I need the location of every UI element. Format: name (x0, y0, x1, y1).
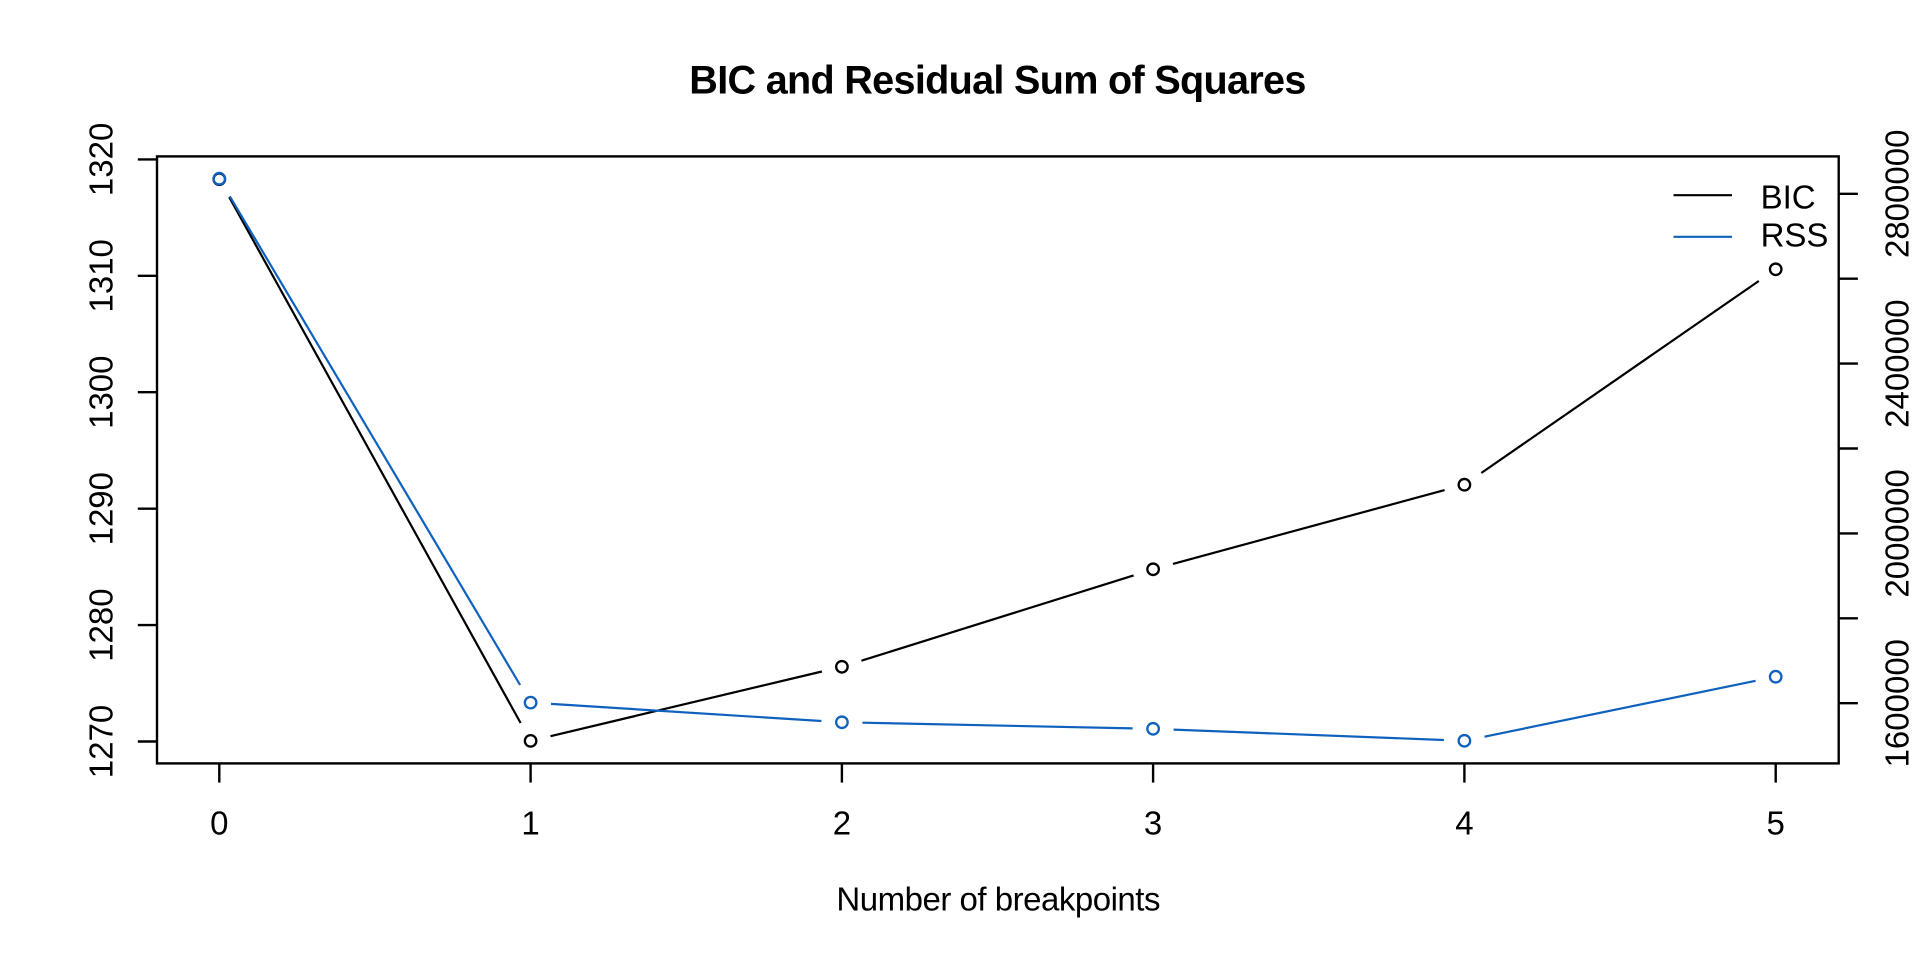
svg-text:0: 0 (210, 804, 228, 841)
svg-text:4: 4 (1455, 804, 1473, 841)
svg-text:1600000: 1600000 (1878, 639, 1915, 767)
svg-text:2: 2 (833, 804, 851, 841)
svg-text:2400000: 2400000 (1878, 299, 1915, 427)
svg-text:1280: 1280 (82, 588, 119, 661)
svg-text:3: 3 (1144, 804, 1162, 841)
svg-text:RSS: RSS (1761, 217, 1829, 254)
svg-text:2000000: 2000000 (1878, 469, 1915, 597)
svg-text:1270: 1270 (82, 705, 119, 778)
svg-text:1300: 1300 (82, 355, 119, 428)
svg-text:Number of breakpoints: Number of breakpoints (836, 880, 1160, 917)
svg-text:5: 5 (1767, 804, 1785, 841)
svg-text:BIC and Residual Sum of Square: BIC and Residual Sum of Squares (689, 59, 1305, 103)
svg-text:1290: 1290 (82, 472, 119, 545)
svg-text:1320: 1320 (82, 123, 119, 196)
svg-text:1310: 1310 (82, 239, 119, 312)
svg-text:BIC: BIC (1761, 179, 1816, 216)
svg-text:2800000: 2800000 (1878, 130, 1915, 258)
svg-text:1: 1 (521, 804, 539, 841)
